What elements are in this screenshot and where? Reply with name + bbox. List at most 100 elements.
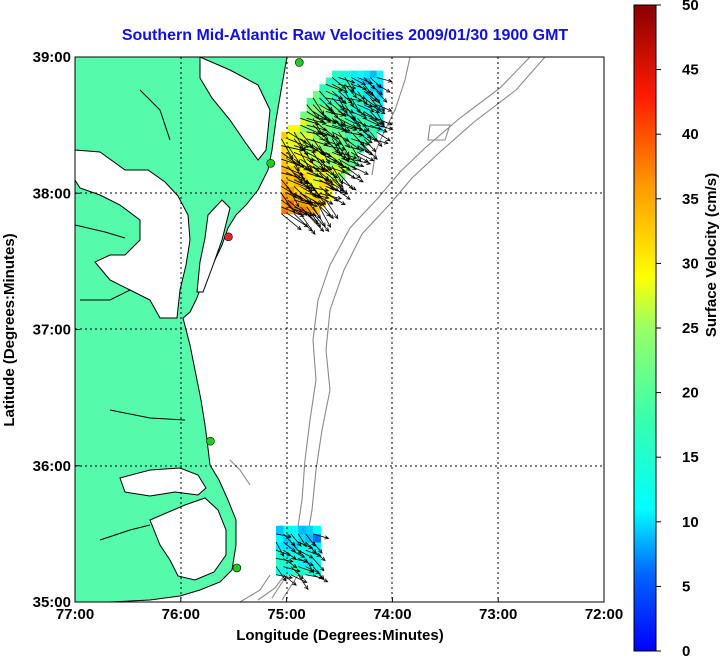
velocity-arrowhead [350,79,356,84]
velocity-cell [325,172,333,181]
velocity-cell [325,145,333,153]
velocity-cell [306,206,314,215]
velocity-cell [319,138,327,147]
velocity-cell [351,77,358,85]
velocity-arrow [306,104,320,120]
velocity-arrowhead [290,541,296,547]
velocity-arrowhead [387,78,393,83]
velocity-cell [290,525,299,535]
velocity-arrow [306,117,327,125]
velocity-arrow [344,172,364,183]
velocity-arrowhead [321,166,326,172]
velocity-cell [370,104,378,112]
velocity-arrowhead [383,140,389,145]
velocity-arrow [283,558,297,568]
velocity-arrow [287,145,301,164]
velocity-cell [287,200,295,208]
velocity-arrow [325,165,346,173]
velocity-cell [300,118,308,126]
velocity-cell [344,159,352,167]
velocity-cell [332,104,339,112]
velocity-cell [281,172,289,181]
velocity-arrow [344,158,364,167]
velocity-arrow [325,152,343,165]
velocity-arrow [363,145,378,160]
velocity-arrowhead [324,195,330,200]
velocity-arrowhead [324,136,329,141]
velocity-arrow [300,145,314,164]
velocity-cell [287,193,295,201]
velocity-arrow [338,179,357,191]
x-axis-label: Longitude (Degrees:Minutes) [236,627,444,644]
velocity-arrow [283,574,297,586]
velocity-cell [287,145,295,153]
velocity-arrow [275,574,293,579]
river-lines [75,89,186,541]
velocity-arrowhead [334,214,339,220]
velocity-arrowhead [387,121,393,126]
velocity-cell [305,533,314,543]
velocity-cell [338,77,346,85]
velocity-arrow [363,83,374,97]
velocity-cell [357,104,365,112]
velocity-arrow [338,124,357,131]
velocity-cell [313,138,320,147]
velocity-arrow [293,131,306,152]
velocity-arrow [350,152,369,163]
velocity-arrowhead [302,579,308,583]
velocity-arrow [350,165,369,175]
velocity-arrow [338,97,348,114]
velocity-arrowhead [364,149,370,154]
velocity-arrowhead [351,186,357,191]
velocity-arrowhead [280,552,285,557]
colorbar-tick-label: 50 [682,0,699,14]
velocity-arrowhead [313,203,319,208]
velocity-cell [325,77,333,85]
colorbar-tick-label: 40 [682,126,699,143]
velocity-arrowhead [309,562,314,566]
velocity-arrow [350,111,367,119]
velocity-arrow [350,77,366,85]
velocity-cell [281,206,289,215]
velocity-arrowhead [326,153,332,158]
velocity-arrow [280,193,296,213]
velocity-cell [287,131,295,140]
velocity-arrowhead [369,108,375,113]
velocity-arrowhead [309,143,314,149]
velocity-arrowhead [308,182,314,187]
velocity-arrow [325,172,344,188]
velocity-cell [281,200,289,208]
velocity-arrowhead [328,200,334,205]
velocity-arrowhead [341,84,347,90]
velocity-cell [294,159,301,167]
velocity-arrow [312,192,333,205]
velocity-arrow [281,145,303,151]
velocity-arrowhead [321,200,326,206]
velocity-arrow [300,124,321,135]
velocity-cell [287,186,295,194]
colorbar-tick-label: 5 [682,578,690,595]
velocity-cell [357,111,365,119]
velocity-arrow [300,172,312,193]
velocity-cell [332,159,339,167]
velocity-cell [306,179,314,187]
velocity-arrow [325,111,345,116]
velocity-arrow [312,541,323,554]
velocity-arrow [376,83,391,93]
velocity-arrowhead [297,542,302,547]
velocity-cell [306,172,314,181]
velocity-arrowhead [346,195,351,200]
velocity-arrow [298,558,314,566]
velocity-arrowhead [363,100,368,106]
velocity-cell [300,111,308,119]
velocity-cell [287,172,295,181]
velocity-arrow [306,111,324,123]
velocity-cell [338,159,346,167]
chesapeake-bay [75,149,191,319]
velocity-cell [319,152,327,160]
eastern-shore-bay [196,199,231,293]
velocity-arrow [357,111,374,119]
velocity-cell [325,111,333,119]
velocity-arrow [287,192,311,204]
